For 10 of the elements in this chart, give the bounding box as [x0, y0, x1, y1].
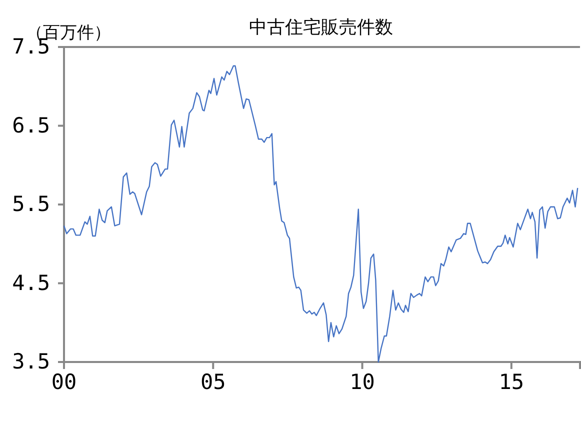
x-tick-label: 05 — [200, 370, 226, 394]
line-series — [63, 65, 578, 363]
x-tick-label: 15 — [498, 370, 524, 394]
y-tick-label: 6.5 — [12, 113, 50, 138]
y-tick-label: 3.5 — [12, 350, 50, 374]
x-tick-label: 00 — [51, 370, 77, 394]
y-tick-label: 5.5 — [12, 192, 50, 216]
y-tick-label: 4.5 — [12, 270, 50, 295]
chart-title: 中古住宅販売件数 — [249, 17, 393, 38]
x-tick-label: 10 — [350, 370, 375, 394]
